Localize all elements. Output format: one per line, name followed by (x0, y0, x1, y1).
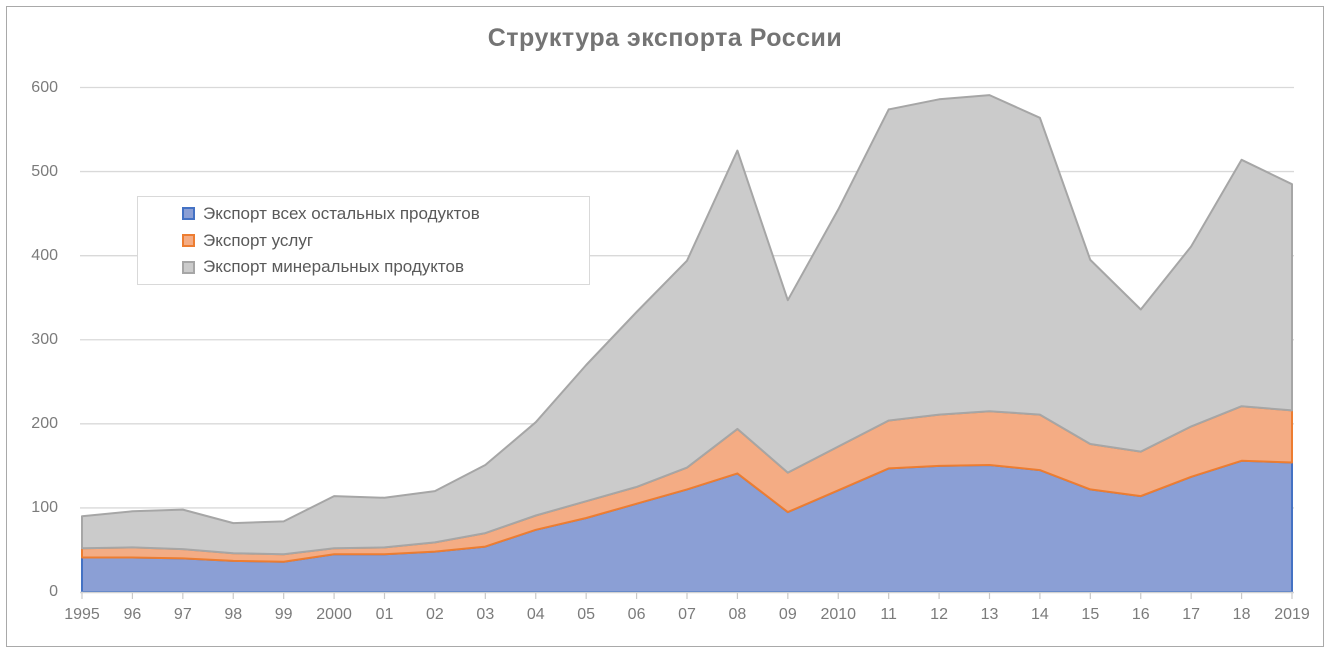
x-axis-label: 2010 (820, 606, 857, 623)
chart-legend: Экспорт всех остальных продуктов Экспорт… (137, 196, 590, 285)
x-axis-label: 98 (224, 606, 243, 623)
area-series-2 (81, 94, 1293, 556)
x-axis-label: 04 (526, 606, 545, 623)
x-axis-label: 12 (930, 606, 948, 623)
legend-swatch-other-products-icon (182, 207, 195, 221)
y-axis-label: 500 (31, 162, 58, 180)
x-axis-label: 06 (627, 606, 646, 623)
x-axis-label: 09 (778, 606, 797, 623)
legend-item-mineral-products: Экспорт минеральных продуктов (182, 257, 589, 277)
x-axis-label: 05 (577, 606, 596, 623)
x-axis-label: 99 (274, 606, 293, 623)
y-axis-label: 400 (31, 246, 58, 264)
x-axis-label: 17 (1182, 606, 1201, 623)
x-axis-label: 14 (1031, 606, 1049, 623)
legend-label-services: Экспорт услуг (203, 230, 314, 250)
x-axis-label: 2000 (316, 606, 352, 623)
x-axis-label: 18 (1232, 606, 1251, 623)
y-axis-label: 100 (31, 498, 58, 516)
legend-item-other-products: Экспорт всех остальных продуктов (182, 204, 589, 224)
x-axis-label: 2019 (1274, 606, 1310, 623)
legend-swatch-mineral-products-icon (182, 260, 195, 274)
x-axis-label: 01 (375, 606, 394, 623)
x-axis-label: 1995 (64, 606, 100, 623)
x-axis-label: 15 (1081, 606, 1100, 623)
legend-item-services: Экспорт услуг (182, 231, 589, 251)
legend-label-mineral-products: Экспорт минеральных продуктов (203, 257, 465, 277)
x-axis-label: 13 (980, 606, 999, 623)
y-axis-label: 200 (31, 414, 58, 432)
x-axis-label: 97 (173, 606, 192, 623)
y-axis-label: 600 (31, 78, 58, 96)
x-axis-label: 11 (880, 606, 897, 623)
x-axis-label: 08 (728, 606, 747, 623)
y-axis-label: 300 (31, 330, 58, 348)
x-axis-label: 02 (426, 606, 444, 623)
chart-title: Структура экспорта России (487, 24, 843, 52)
y-axis-label: 0 (49, 583, 58, 600)
x-axis-label: 16 (1131, 606, 1150, 623)
x-axis-label: 96 (123, 606, 142, 623)
x-axis-label: 03 (476, 606, 495, 623)
x-axis-label: 07 (678, 606, 696, 623)
legend-swatch-services-icon (182, 234, 195, 247)
legend-label-other-products: Экспорт всех остальных продуктов (203, 203, 480, 223)
